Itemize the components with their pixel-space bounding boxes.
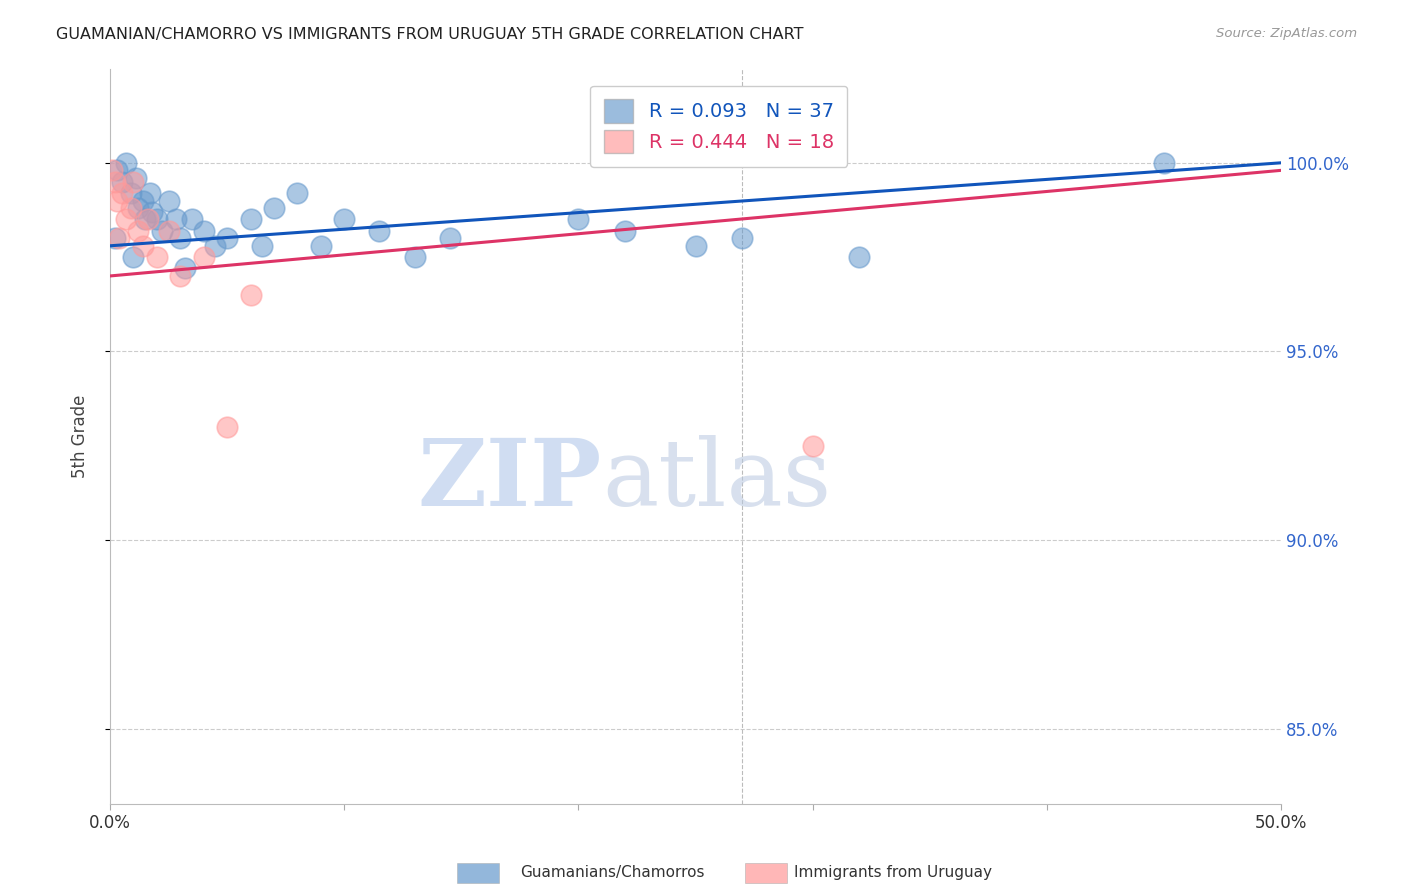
Point (127, 224, 149, 238)
Point (333, 212, 356, 227)
Point (157, 224, 180, 238)
Point (101, 163, 124, 178)
Point (115, 156, 138, 170)
Point (239, 288, 262, 302)
Point (132, 194, 155, 208)
Point (287, 186, 309, 200)
Point (567, 212, 589, 227)
Point (127, 201, 149, 215)
Point (122, 175, 145, 189)
Point (111, 175, 134, 189)
Point (120, 201, 142, 215)
Point (239, 212, 262, 227)
Point (136, 212, 159, 227)
Point (108, 231, 131, 245)
Point (309, 239, 332, 253)
Point (181, 212, 204, 227)
Text: atlas: atlas (602, 435, 831, 525)
Point (169, 268, 191, 283)
Text: Guamanians/Chamorros: Guamanians/Chamorros (520, 865, 704, 880)
Point (685, 239, 707, 253)
Point (217, 231, 239, 245)
Text: Source: ZipAtlas.com: Source: ZipAtlas.com (1216, 27, 1357, 40)
Text: ZIP: ZIP (418, 435, 602, 525)
Point (193, 250, 215, 264)
Point (120, 186, 142, 200)
Y-axis label: 5th Grade: 5th Grade (72, 394, 89, 478)
Legend: R = 0.093   N = 37, R = 0.444   N = 18: R = 0.093 N = 37, R = 0.444 N = 18 (591, 86, 848, 167)
Point (252, 239, 274, 253)
Point (404, 250, 426, 264)
Point (204, 239, 226, 253)
Point (150, 224, 173, 238)
Text: GUAMANIAN/CHAMORRO VS IMMIGRANTS FROM URUGUAY 5TH GRADE CORRELATION CHART: GUAMANIAN/CHAMORRO VS IMMIGRANTS FROM UR… (56, 27, 804, 42)
Point (174, 261, 197, 276)
Point (122, 250, 145, 264)
Point (134, 212, 156, 227)
Point (146, 212, 169, 227)
Point (848, 250, 870, 264)
Point (105, 163, 128, 178)
Point (614, 224, 637, 238)
Point (217, 420, 239, 434)
Point (1153, 156, 1175, 170)
Point (104, 231, 127, 245)
Point (731, 231, 754, 245)
Point (169, 231, 191, 245)
Point (165, 212, 187, 227)
Text: Immigrants from Uruguay: Immigrants from Uruguay (794, 865, 993, 880)
Point (157, 194, 180, 208)
Point (105, 194, 128, 208)
Point (111, 186, 134, 200)
Point (263, 201, 285, 215)
Point (104, 175, 127, 189)
Point (439, 231, 461, 245)
Point (368, 224, 391, 238)
Point (801, 439, 824, 453)
Point (132, 239, 155, 253)
Point (141, 204, 163, 219)
Point (193, 224, 215, 238)
Point (146, 250, 169, 264)
Point (125, 170, 148, 185)
Point (139, 186, 162, 200)
Point (115, 212, 138, 227)
